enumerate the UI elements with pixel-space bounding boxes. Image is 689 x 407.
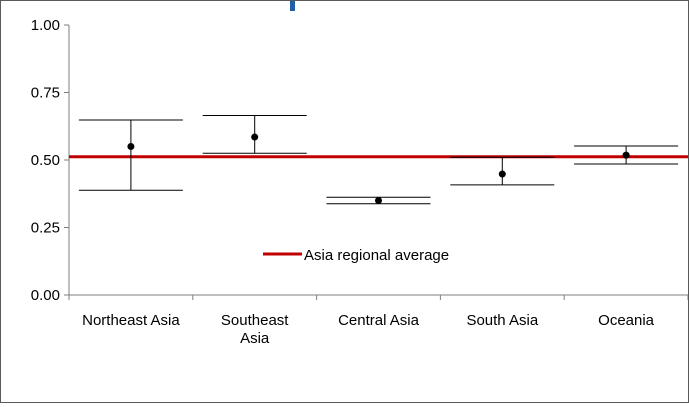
y-axis: 0.00 0.25 0.50 0.75 1.00 <box>31 17 70 304</box>
x-axis: Northeast Asia Southeast Asia Central Asia S… <box>68 294 689 347</box>
data-point <box>127 143 135 150</box>
data-point <box>498 170 506 178</box>
data-point <box>375 197 382 204</box>
x-tick-label: Oceania <box>598 312 655 329</box>
legend-label: Asia regional average <box>304 247 449 264</box>
y-tick-label: 0.50 <box>31 152 60 169</box>
error-bars-group <box>78 114 679 205</box>
data-point <box>251 133 259 141</box>
x-tick-label: Northeast Asia <box>82 312 180 329</box>
data-point <box>622 151 630 159</box>
x-tick-label: Southeast Asia <box>221 312 289 347</box>
top-marker <box>290 1 295 11</box>
y-tick-label: 0.25 <box>31 220 60 237</box>
y-tick-label: 0.75 <box>31 85 60 102</box>
x-tick-label: South Asia <box>466 312 538 329</box>
y-tick-label: 1.00 <box>31 17 60 34</box>
y-tick-label: 0.00 <box>31 287 60 304</box>
x-tick-label: Central Asia <box>338 312 420 329</box>
legend: Asia regional average <box>263 247 449 264</box>
